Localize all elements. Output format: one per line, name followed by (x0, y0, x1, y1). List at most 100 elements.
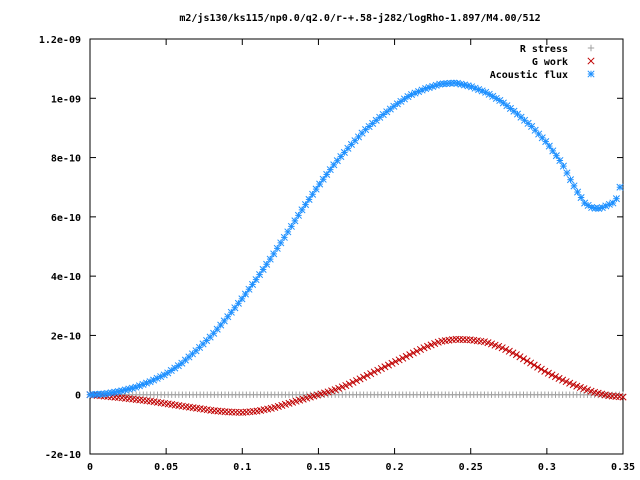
data-point (545, 142, 553, 150)
data-point (377, 364, 385, 373)
data-point (277, 239, 285, 247)
data-point (238, 295, 246, 303)
data-point (224, 313, 232, 321)
data-point (559, 376, 567, 384)
data-point (551, 373, 560, 381)
data-point (559, 162, 567, 170)
data-point (459, 336, 467, 344)
data-point (552, 152, 560, 160)
data-point (206, 333, 214, 341)
data-point (464, 82, 472, 90)
data-point (309, 190, 317, 198)
data-point (556, 156, 564, 165)
data-point (509, 349, 517, 357)
x-tick-label: 0.15 (306, 462, 330, 473)
series-r-stress (86, 391, 627, 399)
x-tick-label: 0.25 (459, 462, 483, 473)
data-point (352, 377, 361, 385)
data-point (468, 83, 476, 91)
data-point (248, 280, 257, 288)
data-point (498, 344, 506, 352)
data-point (266, 255, 274, 263)
data-point (406, 351, 414, 359)
data-point (259, 265, 267, 273)
data-point (569, 381, 577, 389)
data-point (420, 344, 428, 352)
data-point (544, 369, 552, 377)
data-point (326, 166, 334, 174)
data-point (323, 170, 331, 178)
data-point (345, 380, 353, 388)
data-point (455, 335, 464, 343)
data-point (235, 408, 243, 416)
data-point (305, 195, 313, 203)
data-point (280, 233, 288, 241)
data-point (503, 102, 511, 110)
data-point (395, 356, 403, 364)
data-point (616, 183, 624, 191)
data-point (619, 393, 627, 401)
chart-title: m2/js130/ks115/np0.0/q2.0/r-+.58-j282/lo… (179, 12, 540, 24)
data-point (174, 362, 182, 370)
y-tick-label: 1e-09 (51, 94, 81, 105)
data-point (386, 105, 394, 113)
data-point (195, 343, 204, 351)
legend-marker (587, 70, 595, 78)
data-point (301, 201, 310, 209)
data-point (312, 185, 320, 193)
data-point (287, 222, 295, 230)
data-point (537, 365, 545, 373)
plot-frame (89, 38, 624, 455)
data-point (502, 345, 510, 354)
data-point (342, 381, 350, 390)
data-point (499, 99, 507, 107)
data-point (399, 354, 407, 362)
data-point (548, 371, 556, 379)
data-point (360, 373, 368, 381)
data-point (284, 228, 292, 236)
data-point (252, 276, 260, 284)
data-point (273, 244, 281, 252)
data-point (392, 358, 400, 366)
legend-label: G work (532, 57, 568, 68)
x-tick-label: 0 (87, 462, 93, 473)
series-layer (86, 79, 627, 417)
data-point (316, 180, 324, 188)
data-point (234, 299, 242, 307)
data-point (436, 80, 444, 88)
x-tick-label: 0.35 (611, 462, 635, 473)
data-point (298, 206, 306, 214)
data-point (367, 370, 375, 378)
data-point (570, 182, 578, 190)
data-point (381, 363, 389, 371)
y-tick-label: 6e-10 (51, 213, 81, 224)
data-point (527, 359, 535, 367)
data-point (409, 349, 417, 357)
data-point (356, 375, 364, 383)
x-tick-label: 0.05 (154, 462, 178, 473)
data-point (541, 367, 549, 375)
data-point (294, 211, 303, 219)
y-tick-label: 1.2e-09 (39, 35, 81, 46)
data-point (562, 378, 570, 386)
data-point (383, 108, 391, 116)
data-point (374, 366, 382, 374)
data-point (563, 169, 571, 177)
data-point (416, 345, 425, 354)
data-point (609, 199, 617, 207)
x-tick-label: 0.2 (386, 462, 404, 473)
data-point (612, 195, 620, 203)
data-point (245, 285, 253, 293)
data-point (228, 408, 236, 416)
data-point (379, 110, 387, 119)
data-point (523, 357, 531, 365)
data-point (388, 359, 396, 367)
data-point (577, 193, 585, 202)
data-point (566, 176, 575, 184)
data-point (358, 129, 366, 137)
legend-marker (587, 44, 595, 52)
data-point (393, 100, 401, 108)
axis-ticks: 0 0.05 0.1 0.15 0.2 0.25 0.3 0.35 -2e-10 0 2e-10 4e… (39, 35, 635, 473)
